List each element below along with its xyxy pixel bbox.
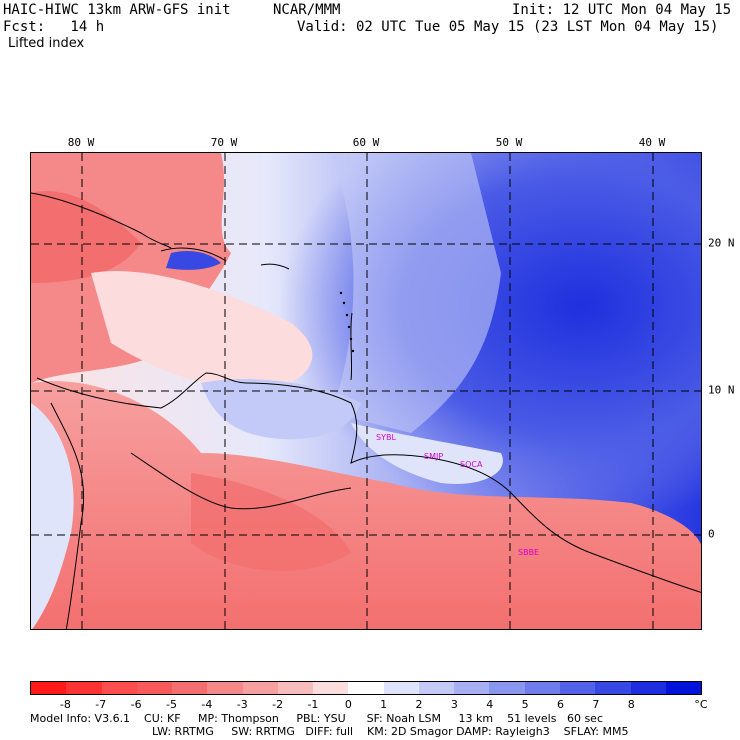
colorbar-swatch	[559, 682, 596, 694]
organization-label: NCAR/MMM	[273, 2, 341, 18]
colorbar-swatch	[313, 682, 349, 694]
colorbar-swatch	[454, 682, 490, 694]
lon-label-70w: 70 W	[210, 136, 238, 149]
colorbar-tick-label: 7	[592, 698, 600, 711]
colorbar-swatch	[524, 682, 560, 694]
colorbar-tick-label: 3	[450, 698, 458, 711]
valid-time: Valid: 02 UTC Tue 05 May 15 (23 LST Mon …	[297, 19, 719, 35]
colorbar-tick-label: -2	[272, 698, 284, 711]
unstable-core-north	[31, 191, 141, 283]
colorbar-swatch	[489, 682, 525, 694]
lon-label-50w: 50 W	[495, 136, 523, 149]
lat-label-10n: 10 N	[708, 383, 735, 397]
pacific-field	[31, 403, 74, 629]
colorbar-tick-label: 5	[521, 698, 529, 711]
colorbar-swatch	[595, 682, 631, 694]
graticule	[31, 153, 701, 629]
model-title: HAIC-HIWC 13km ARW-GFS init	[3, 2, 231, 18]
lifted-index-map	[30, 152, 702, 630]
station-label: SOCA	[460, 460, 483, 469]
caribbean-sea-field	[91, 271, 313, 393]
station-label: SYBL	[376, 433, 396, 442]
colorbar-tick-label: -4	[201, 698, 213, 711]
colorbar-tick-label: 6	[557, 698, 565, 711]
colorbar-swatch	[418, 682, 455, 694]
colorbar-tick-label: 2	[415, 698, 423, 711]
field-name: Lifted index	[8, 36, 85, 51]
unstable-region-south	[31, 381, 701, 629]
hispaniola-stable-spot	[166, 251, 221, 270]
moderate-stable-band	[331, 153, 501, 433]
lon-label-60w: 60 W	[352, 136, 380, 149]
colorbar-swatch	[348, 682, 384, 694]
colorbar-swatch	[665, 682, 702, 694]
model-info-line1: Model Info: V3.6.1 CU: KF MP: Thompson P…	[30, 712, 603, 725]
init-time: Init: 12 UTC Mon 04 May 15	[512, 2, 732, 18]
lat-label-0: 0	[708, 527, 715, 541]
colorbar-swatch	[630, 682, 666, 694]
colorbar-swatch	[207, 682, 243, 694]
colorbar-swatch	[172, 682, 208, 694]
colorbar-tick-label: -7	[95, 698, 107, 711]
colorbar-swatch	[66, 682, 102, 694]
colorbar-tick-label: 0	[344, 698, 352, 711]
colorbar-swatch	[277, 682, 314, 694]
colorbar-unit: °C	[694, 698, 708, 711]
colorbar-swatch	[101, 682, 137, 694]
forecast-hour: Fcst: 14 h	[3, 19, 105, 35]
colorbar-tick-label: -3	[236, 698, 248, 711]
coastlines	[31, 192, 701, 629]
colorbar-tick-label: 8	[627, 698, 635, 711]
colorbar	[30, 681, 702, 695]
colorbar-swatch	[31, 682, 67, 694]
coastal-stable-patch	[201, 379, 361, 440]
colorbar-swatch	[136, 682, 173, 694]
model-info-line2: LW: RRTMG SW: RRTMG DIFF: full KM: 2D Sm…	[152, 725, 629, 738]
unstable-core-south	[191, 473, 351, 572]
colorbar-tick-label: 4	[486, 698, 494, 711]
colorbar-tick-label: -8	[59, 698, 71, 711]
guiana-stable-patch	[351, 423, 503, 484]
map-canvas	[31, 153, 701, 629]
station-label: SBBE	[518, 548, 540, 557]
lesser-antilles	[339, 291, 355, 353]
lon-label-80w: 80 W	[67, 136, 95, 149]
colorbar-swatch	[242, 682, 278, 694]
station-label: SMJP	[424, 452, 444, 461]
colorbar-tick-label: -5	[165, 698, 177, 711]
colorbar-tick-label: 1	[380, 698, 388, 711]
lat-label-20n: 20 N	[708, 236, 735, 250]
lon-label-40w: 40 W	[638, 136, 666, 149]
colorbar-tick-label: -6	[130, 698, 142, 711]
colorbar-swatch	[383, 682, 419, 694]
colorbar-tick-label: -1	[307, 698, 319, 711]
